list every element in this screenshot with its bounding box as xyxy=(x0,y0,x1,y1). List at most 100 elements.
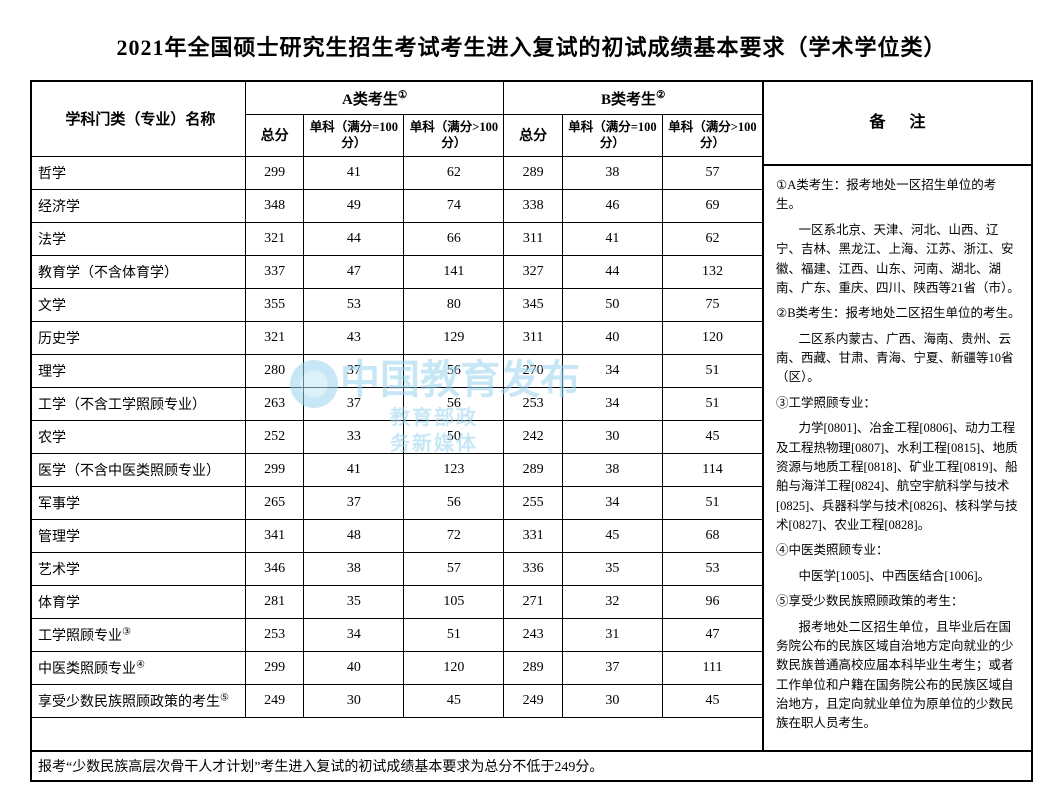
cell-score: 253 xyxy=(504,387,563,420)
cell-score: 252 xyxy=(245,420,304,453)
cell-score: 47 xyxy=(304,255,404,288)
table-row: 文学35553803455075 xyxy=(32,288,762,321)
cell-score: 43 xyxy=(304,321,404,354)
cell-score: 47 xyxy=(662,618,762,651)
table-row: 工学（不含工学照顾专业）26337562533451 xyxy=(32,387,762,420)
table-row: 哲学29941622893857 xyxy=(32,156,762,189)
cell-score: 289 xyxy=(504,156,563,189)
col-a-total: 总分 xyxy=(245,115,304,157)
remark-5: 报考地处二区招生单位，且毕业后在国务院公布的民族区域自治地方定向就业的少数民族普… xyxy=(776,618,1021,734)
table-row: 历史学3214312931140120 xyxy=(32,321,762,354)
col-a-over100: 单科（满分>100分） xyxy=(404,115,504,157)
remark-header: 备注 xyxy=(764,82,1031,166)
cell-discipline: 艺术学 xyxy=(32,552,245,585)
remark-2: 二区系内蒙古、广西、海南、贵州、云南、西藏、甘肃、青海、宁夏、新疆等10省（区）… xyxy=(776,330,1021,388)
cell-score: 34 xyxy=(304,618,404,651)
cell-discipline: 享受少数民族照顾政策的考生⑤ xyxy=(32,684,245,717)
cell-score: 271 xyxy=(504,585,563,618)
cell-score: 45 xyxy=(662,684,762,717)
table-row: 军事学26537562553451 xyxy=(32,486,762,519)
remark-5-lead: ⑤享受少数民族照顾政策的考生： xyxy=(776,592,1021,611)
cell-score: 348 xyxy=(245,189,304,222)
cell-score: 44 xyxy=(562,255,662,288)
cell-score: 299 xyxy=(245,156,304,189)
cell-score: 38 xyxy=(304,552,404,585)
cell-score: 120 xyxy=(662,321,762,354)
cell-score: 45 xyxy=(404,684,504,717)
cell-score: 37 xyxy=(562,651,662,684)
cell-score: 299 xyxy=(245,651,304,684)
cell-score: 45 xyxy=(662,420,762,453)
remark-1-lead: ①A类考生：报考地处一区招生单位的考生。 xyxy=(776,176,1021,215)
page-title: 2021年全国硕士研究生招生考试考生进入复试的初试成绩基本要求（学术学位类） xyxy=(30,30,1033,62)
cell-score: 311 xyxy=(504,222,563,255)
remark-block: 备注 ①A类考生：报考地处一区招生单位的考生。 一区系北京、天津、河北、山西、辽… xyxy=(764,82,1031,750)
cell-score: 30 xyxy=(562,684,662,717)
cell-score: 62 xyxy=(404,156,504,189)
cell-score: 50 xyxy=(404,420,504,453)
cell-discipline: 文学 xyxy=(32,288,245,321)
table-body: 哲学29941622893857经济学34849743384669法学32144… xyxy=(32,156,762,717)
cell-score: 44 xyxy=(304,222,404,255)
cell-score: 80 xyxy=(404,288,504,321)
cell-score: 263 xyxy=(245,387,304,420)
cell-score: 255 xyxy=(504,486,563,519)
col-group-b: B类考生② xyxy=(504,82,762,115)
cell-score: 32 xyxy=(562,585,662,618)
cell-score: 338 xyxy=(504,189,563,222)
cell-score: 141 xyxy=(404,255,504,288)
table-row: 中医类照顾专业④2994012028937111 xyxy=(32,651,762,684)
cell-score: 33 xyxy=(304,420,404,453)
footnote: 报考“少数民族高层次骨干人才计划”考生进入复试的初试成绩基本要求为总分不低于24… xyxy=(32,752,1031,780)
cell-score: 96 xyxy=(662,585,762,618)
cell-score: 280 xyxy=(245,354,304,387)
cell-score: 345 xyxy=(504,288,563,321)
cell-score: 337 xyxy=(245,255,304,288)
col-a-sub100: 单科（满分=100分） xyxy=(304,115,404,157)
cell-discipline: 管理学 xyxy=(32,519,245,552)
cell-score: 74 xyxy=(404,189,504,222)
cell-score: 51 xyxy=(662,387,762,420)
cell-score: 57 xyxy=(662,156,762,189)
cell-score: 281 xyxy=(245,585,304,618)
remark-3-lead: ③工学照顾专业： xyxy=(776,394,1021,413)
cell-score: 30 xyxy=(304,684,404,717)
cell-discipline: 中医类照顾专业④ xyxy=(32,651,245,684)
cell-score: 243 xyxy=(504,618,563,651)
cell-score: 34 xyxy=(562,387,662,420)
cell-score: 331 xyxy=(504,519,563,552)
cell-score: 40 xyxy=(562,321,662,354)
cell-score: 41 xyxy=(304,156,404,189)
cell-score: 34 xyxy=(562,354,662,387)
table-row: 工学照顾专业③25334512433147 xyxy=(32,618,762,651)
remark-3: 力学[0801]、冶金工程[0806]、动力工程及工程热物理[0807]、水利工… xyxy=(776,419,1021,535)
cell-score: 35 xyxy=(304,585,404,618)
cell-score: 249 xyxy=(245,684,304,717)
cell-score: 355 xyxy=(245,288,304,321)
score-table-block: 学科门类（专业）名称 A类考生① B类考生② 总分 单科（满分=100分） 单科… xyxy=(32,82,764,750)
remark-2-lead: ②B类考生：报考地处二区招生单位的考生。 xyxy=(776,304,1021,323)
cell-discipline: 体育学 xyxy=(32,585,245,618)
cell-score: 38 xyxy=(562,156,662,189)
cell-score: 56 xyxy=(404,387,504,420)
cell-score: 253 xyxy=(245,618,304,651)
cell-discipline: 医学（不含中医类照顾专业） xyxy=(32,453,245,486)
cell-score: 49 xyxy=(304,189,404,222)
cell-score: 249 xyxy=(504,684,563,717)
cell-score: 341 xyxy=(245,519,304,552)
cell-score: 62 xyxy=(662,222,762,255)
cell-score: 346 xyxy=(245,552,304,585)
cell-score: 51 xyxy=(662,354,762,387)
cell-score: 114 xyxy=(662,453,762,486)
table-header: 学科门类（专业）名称 A类考生① B类考生② 总分 单科（满分=100分） 单科… xyxy=(32,82,762,156)
cell-discipline: 工学照顾专业③ xyxy=(32,618,245,651)
cell-score: 321 xyxy=(245,222,304,255)
cell-score: 270 xyxy=(504,354,563,387)
cell-score: 37 xyxy=(304,486,404,519)
remark-1: 一区系北京、天津、河北、山西、辽宁、吉林、黑龙江、上海、江苏、浙江、安徽、福建、… xyxy=(776,221,1021,299)
cell-discipline: 经济学 xyxy=(32,189,245,222)
cell-score: 56 xyxy=(404,486,504,519)
remark-body: ①A类考生：报考地处一区招生单位的考生。 一区系北京、天津、河北、山西、辽宁、吉… xyxy=(764,166,1031,750)
cell-discipline: 工学（不含工学照顾专业） xyxy=(32,387,245,420)
col-b-total: 总分 xyxy=(504,115,563,157)
